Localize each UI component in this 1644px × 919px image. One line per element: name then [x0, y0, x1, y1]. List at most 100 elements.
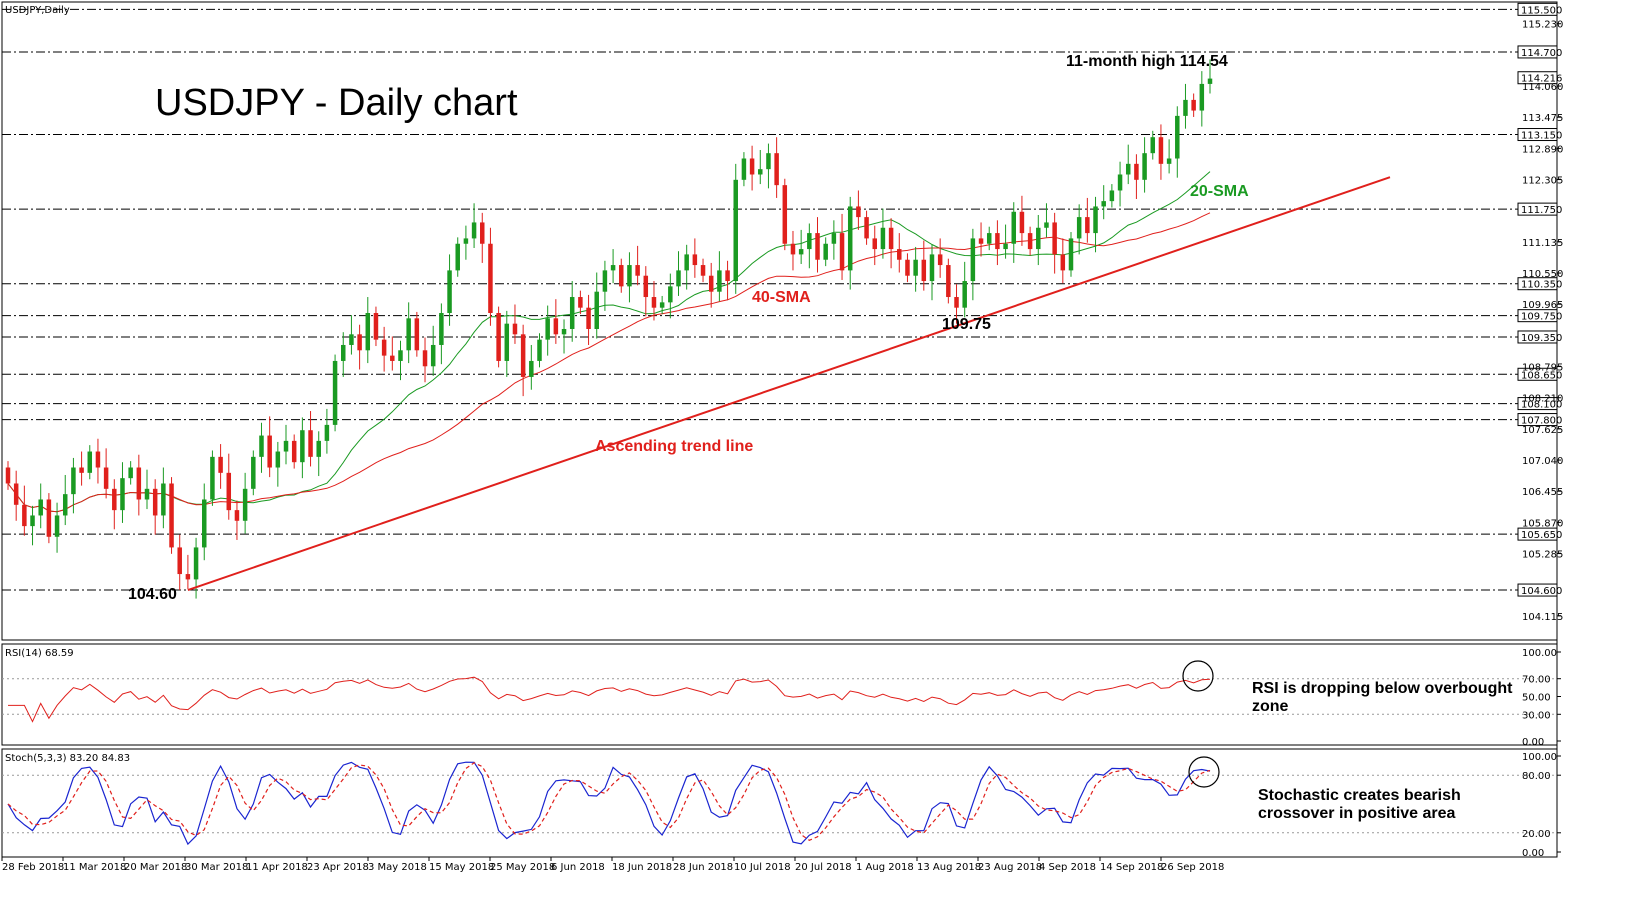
candle-body	[725, 270, 730, 282]
candle-body	[962, 281, 967, 308]
candle-body	[226, 472, 232, 511]
candle-body	[373, 313, 379, 340]
candle-body	[341, 344, 346, 361]
low-label: 104.60	[128, 586, 177, 603]
date-label: 4 Sep 2018	[1039, 862, 1096, 873]
candle-body	[635, 265, 640, 276]
candle-body	[1207, 78, 1213, 84]
candle-body	[30, 515, 35, 527]
price-tick-label: 105.870	[1522, 518, 1563, 529]
date-label: 28 Jun 2018	[673, 862, 733, 873]
level-label: 107.800	[1521, 416, 1562, 427]
candle-body	[62, 494, 68, 516]
date-label: 14 Sep 2018	[1100, 862, 1163, 873]
stoch-annotation: Stochastic creates bearish crossover in …	[1258, 787, 1465, 822]
level-label: 105.650	[1521, 530, 1562, 541]
date-label: 6 Jun 2018	[551, 862, 605, 873]
candle-body	[144, 488, 150, 500]
date-label: 30 Mar 2018	[185, 862, 248, 873]
candle-body	[1142, 153, 1147, 180]
date-label: 15 May 2018	[429, 862, 494, 873]
candle-body	[708, 275, 714, 292]
candle-body	[193, 547, 199, 580]
candle-body	[856, 206, 861, 218]
candle-body	[349, 334, 354, 345]
candle-body	[1166, 158, 1172, 164]
indicator-tick-label: 0.00	[1522, 848, 1544, 859]
candle-body	[1068, 238, 1074, 271]
candle-body	[1060, 254, 1066, 271]
date-label: 11 Mar 2018	[63, 862, 126, 873]
candle-body	[717, 270, 722, 292]
candle-body	[864, 217, 869, 239]
candle-body	[888, 227, 894, 250]
price-tick-label: 113.475	[1522, 113, 1563, 124]
candle-body	[1101, 201, 1106, 207]
candle-body	[986, 233, 992, 244]
price-tick-label: 114.060	[1522, 82, 1563, 93]
level-label: 114.700	[1521, 48, 1562, 59]
level-label-box	[1517, 277, 1558, 291]
candle-body	[291, 440, 297, 463]
date-label: 13 Aug 2018	[917, 862, 981, 873]
candle-body	[627, 265, 632, 287]
candle-body	[259, 435, 264, 457]
level-label: 109.350	[1521, 333, 1562, 344]
candle-body	[439, 313, 444, 345]
candle-body	[308, 430, 313, 457]
candle-body	[921, 259, 927, 282]
candle-body	[300, 430, 305, 463]
level-label: 108.100	[1521, 400, 1562, 411]
moving-averages	[7, 171, 1211, 513]
candle-body	[46, 499, 52, 537]
candle-body	[13, 483, 19, 505]
candle-body	[1027, 233, 1033, 250]
date-label: 1 Aug 2018	[856, 862, 914, 873]
price-tick-label: 112.305	[1522, 176, 1563, 187]
level-label: 108.650	[1521, 370, 1562, 381]
candle-body	[381, 339, 387, 356]
candle-body	[430, 344, 436, 367]
indicator-tick-label: 70.00	[1522, 675, 1551, 686]
candle-body	[5, 467, 11, 484]
price-tick-label: 115.230	[1522, 20, 1563, 31]
candle-body	[398, 350, 403, 361]
candle-body	[365, 313, 371, 351]
candle-body	[602, 270, 608, 292]
candle-body	[782, 185, 788, 244]
price-tick-label: 108.210	[1522, 394, 1563, 405]
rsi-title: RSI(14) 68.59	[5, 648, 74, 659]
date-label: 10 Jul 2018	[734, 862, 791, 873]
level-label-box	[1517, 309, 1558, 323]
candle-body	[619, 265, 624, 287]
candle-body	[1191, 99, 1196, 111]
candle-body	[422, 350, 428, 367]
candle-body	[1134, 163, 1139, 180]
price-axis-ticks: 115.230 114.060 113.475 112.890 112.305 111.1…	[1522, 20, 1563, 623]
candle-body	[1109, 190, 1115, 202]
sma20-label: 20-SMA	[1190, 183, 1249, 200]
candle-body	[1125, 163, 1131, 175]
candle-body	[390, 355, 395, 361]
candle-body	[651, 297, 657, 308]
level-label-box	[1517, 397, 1558, 411]
candle-body	[995, 233, 1000, 250]
candle-body	[201, 499, 207, 548]
candle-body	[872, 238, 877, 250]
level-label-box	[1517, 45, 1558, 59]
stoch-d-line	[7, 762, 1211, 841]
candle-body	[210, 456, 215, 500]
candle-body	[54, 515, 60, 537]
candle-body	[218, 456, 223, 473]
candle-body	[561, 328, 567, 335]
candle-body	[406, 318, 411, 351]
candle-body	[136, 467, 142, 500]
candle-body	[1003, 243, 1008, 250]
candle-body	[913, 259, 918, 276]
candle-body	[643, 275, 649, 298]
candle-body	[929, 254, 935, 282]
candle-body	[823, 243, 828, 260]
candle-body	[242, 488, 248, 521]
rsi-annotation: RSI is dropping below overbought zone	[1252, 680, 1517, 715]
